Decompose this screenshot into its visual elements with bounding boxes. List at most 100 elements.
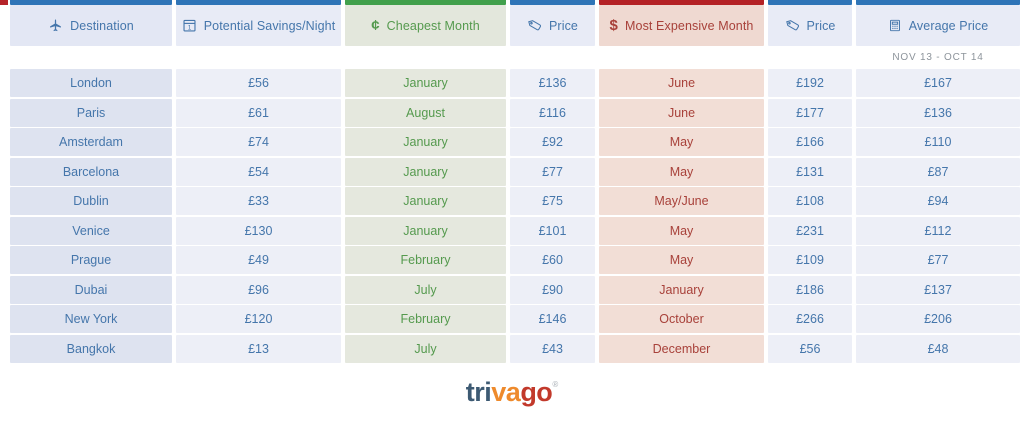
cheapest-month-cell: August — [345, 98, 506, 127]
logo-segment: go — [520, 376, 553, 407]
average-price-cell: £87 — [856, 157, 1020, 186]
savings-cell: £120 — [176, 305, 341, 333]
average-price-cell: £112 — [856, 216, 1020, 245]
column-header-label: Destination — [70, 18, 134, 33]
column-header-average-price: Average Price — [856, 5, 1020, 46]
cheapest-month-cell: July — [345, 334, 506, 363]
expensive-month-cell: May — [599, 128, 764, 156]
cheapest-price-cell: £60 — [510, 246, 595, 274]
savings-cell: £74 — [176, 128, 341, 156]
expensive-month-cell: May — [599, 246, 764, 274]
expensive-price-cell: £131 — [768, 157, 852, 186]
cheapest-month-cell: February — [345, 246, 506, 274]
expensive-price-cell: £166 — [768, 128, 852, 156]
footer: trivago® — [0, 376, 1024, 407]
expensive-price-cell: £56 — [768, 334, 852, 363]
column-header-label: Price — [549, 18, 578, 33]
calculator-icon — [888, 18, 902, 33]
savings-cell: £33 — [176, 187, 341, 215]
destination-cell: Bangkok — [10, 334, 172, 363]
accent-bar — [856, 0, 1020, 5]
cheapest-price-cell: £116 — [510, 98, 595, 127]
calendar-1-icon: 1 — [182, 18, 197, 33]
destination-cell: Barcelona — [10, 157, 172, 186]
cheapest-price-cell: £136 — [510, 69, 595, 97]
destination-cell: Paris — [10, 98, 172, 127]
accent-bar — [345, 0, 506, 5]
accent-bar — [599, 0, 764, 5]
average-price-cell: £77 — [856, 246, 1020, 274]
tag-icon — [785, 18, 800, 33]
header-accent-bars — [10, 0, 1024, 5]
table-header-row: Destination 1 Potential Savings/Night ¢ … — [10, 5, 1024, 46]
expensive-month-cell: May/June — [599, 187, 764, 215]
cheapest-price-cell: £101 — [510, 216, 595, 245]
cheapest-month-cell: January — [345, 69, 506, 97]
date-range-note: NOV 13 - OCT 14 — [892, 52, 984, 63]
savings-cell: £61 — [176, 98, 341, 127]
average-price-cell: £137 — [856, 275, 1020, 304]
cheapest-price-cell: £146 — [510, 305, 595, 333]
destination-cell: Venice — [10, 216, 172, 245]
column-header-label: Average Price — [908, 18, 989, 33]
expensive-price-cell: £231 — [768, 216, 852, 245]
average-price-cell: £94 — [856, 187, 1020, 215]
destination-cell: Prague — [10, 246, 172, 274]
cheapest-month-cell: January — [345, 187, 506, 215]
column-header-label: Price — [806, 18, 836, 33]
expensive-month-cell: June — [599, 98, 764, 127]
expensive-month-cell: May — [599, 216, 764, 245]
expensive-month-cell: May — [599, 157, 764, 186]
cheapest-month-cell: January — [345, 216, 506, 245]
expensive-price-cell: £192 — [768, 69, 852, 97]
destination-cell: Amsterdam — [10, 128, 172, 156]
logo-segment: va — [491, 376, 521, 407]
column-header-expensive-price: Price — [768, 5, 852, 46]
accent-bar — [176, 0, 341, 5]
dollar-icon: $ — [609, 17, 618, 34]
column-header-label: Potential Savings/Night — [203, 18, 336, 33]
cheapest-month-cell: February — [345, 305, 506, 333]
cheapest-price-cell: £92 — [510, 128, 595, 156]
savings-cell: £96 — [176, 275, 341, 304]
tag-icon — [527, 18, 542, 33]
subheader-row: NOV 13 - OCT 14 — [10, 46, 1024, 69]
cheapest-month-cell: January — [345, 157, 506, 186]
cheapest-price-cell: £77 — [510, 157, 595, 186]
destination-cell: London — [10, 69, 172, 97]
column-header-savings: 1 Potential Savings/Night — [176, 5, 341, 46]
expensive-month-cell: December — [599, 334, 764, 363]
column-header-cheapest-month: ¢ Cheapest Month — [345, 5, 506, 46]
savings-cell: £130 — [176, 216, 341, 245]
average-price-cell: £110 — [856, 128, 1020, 156]
column-header-label: Most Expensive Month — [625, 18, 754, 33]
destination-cell: Dublin — [10, 187, 172, 215]
savings-cell: £54 — [176, 157, 341, 186]
average-price-cell: £167 — [856, 69, 1020, 97]
accent-bar — [510, 0, 595, 5]
destination-cell: Dubai — [10, 275, 172, 304]
average-price-cell: £136 — [856, 98, 1020, 127]
expensive-price-cell: £108 — [768, 187, 852, 215]
accent-bar — [10, 0, 172, 5]
column-header-expensive-month: $ Most Expensive Month — [599, 5, 764, 46]
expensive-price-cell: £109 — [768, 246, 852, 274]
column-header-label: Cheapest Month — [386, 18, 480, 33]
expensive-price-cell: £266 — [768, 305, 852, 333]
plane-icon — [48, 18, 63, 33]
left-edge-accent — [0, 0, 8, 5]
accent-bar — [768, 0, 852, 5]
table-body: London £56 January £136 June £192 £167 Paris £61… — [10, 69, 1024, 363]
svg-text:1: 1 — [187, 24, 191, 31]
savings-cell: £49 — [176, 246, 341, 274]
expensive-price-cell: £186 — [768, 275, 852, 304]
average-price-cell: £48 — [856, 334, 1020, 363]
cheapest-price-cell: £75 — [510, 187, 595, 215]
cheapest-price-cell: £90 — [510, 275, 595, 304]
expensive-month-cell: January — [599, 275, 764, 304]
cent-icon: ¢ — [371, 17, 380, 34]
trivago-logo: trivago® — [466, 376, 558, 407]
savings-cell: £56 — [176, 69, 341, 97]
column-header-destination: Destination — [10, 5, 172, 46]
